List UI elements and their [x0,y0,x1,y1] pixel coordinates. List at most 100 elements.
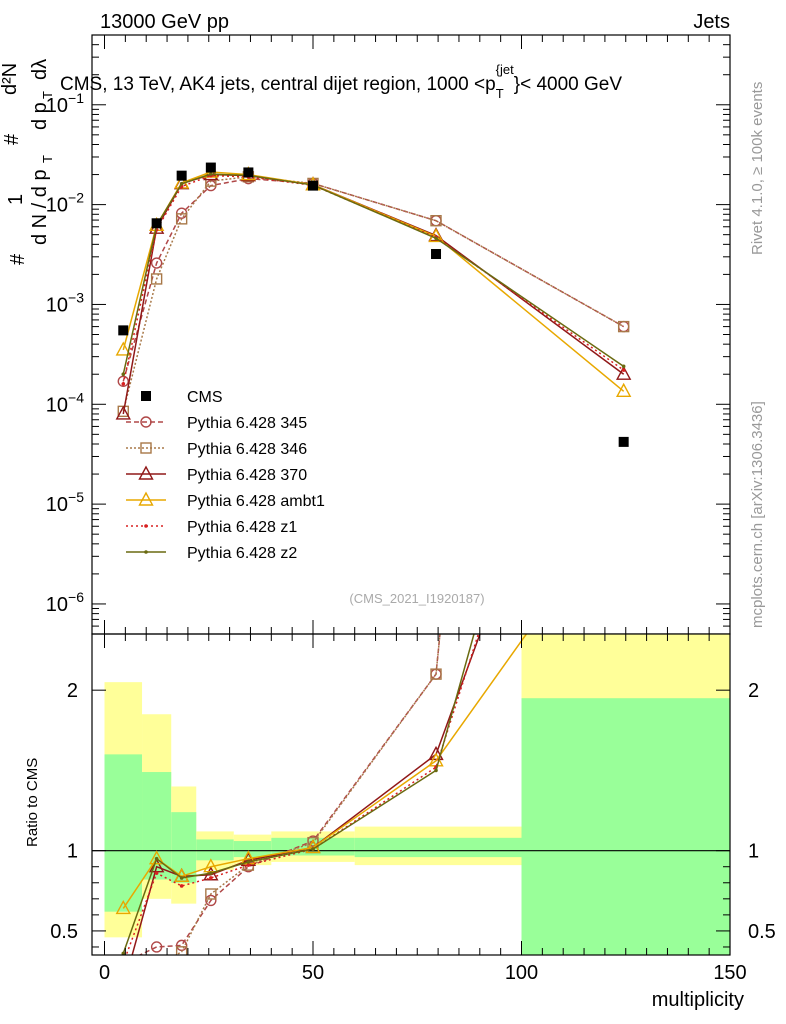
ylabel-hash2: # [1,133,23,145]
mcplots-note: mcplots.cern.ch [arXiv:1306.3436] [749,401,766,628]
legend-marker-1 [140,442,152,454]
legend-marker-2 [138,465,154,480]
main-line-3 [122,171,625,392]
watermark: (CMS_2021_I1920187) [349,591,484,606]
rivet-note: Rivet 4.1.0, ≥ 100k events [749,82,766,255]
main-point-2-7 [615,365,632,380]
main-ytick-exp: −1 [68,90,84,106]
legend-label-2: Pythia 6.428 370 [187,467,307,484]
legend-label-data: CMS [187,389,223,406]
ratio-point-4-1 [154,871,159,875]
ylabel-lam: dλ [29,59,51,80]
ratio-line-5 [122,634,475,954]
header-right: Jets [693,11,730,33]
data-point-2 [176,170,187,181]
main-ytick-base: 10 [46,195,68,217]
main-ytick-exp: −3 [68,289,84,305]
ratio-ylabel: Ratio to CMS [24,758,41,847]
main-ytick-label-5: 10−1 [46,90,84,117]
main-ytick-base: 10 [46,95,68,117]
ratio-ytick-label-right-0: 0.5 [748,921,776,943]
main-ytick-label-1: 10−5 [46,489,84,516]
legend-label-0: Pythia 6.428 345 [187,415,307,432]
legend-marker-data [141,391,151,401]
main-ytick-base: 10 [46,394,68,416]
ratio-line-1 [174,634,441,955]
main-ytick-exp: −5 [68,489,84,505]
legend-marker-3 [138,491,154,506]
data-point-0 [118,325,129,336]
main-series-group [115,162,632,447]
main-point-1-1 [150,273,163,285]
plot-title: CMS, 13 TeV, AK4 jets, central dijet reg… [60,62,622,101]
ratio-point-1-1 [152,961,162,971]
band-green-7 [521,698,730,955]
legend-label-1: Pythia 6.428 346 [187,441,307,458]
main-line-5 [122,173,625,375]
ratio-line-0 [138,634,441,955]
main-point-1-2 [175,213,188,225]
ratio-point-4-3 [209,876,213,880]
plot-title-sub: T [496,86,504,101]
ratio-point-1-3 [205,888,217,900]
main-point-3-0 [115,341,131,356]
main-point-1-6 [430,215,442,227]
main-ytick-base: 10 [46,494,68,516]
main-ytick-label-3: 10−3 [46,289,84,316]
data-point-1 [151,218,162,229]
header-left: 13000 GeV pp [100,11,229,33]
ratio-point-3-1 [148,850,165,865]
main-ytick-label-4: 10−2 [46,190,84,217]
ratio-ytick-label-1: 1 [67,841,78,863]
main-ytick-exp: −2 [68,190,84,206]
ylabel-num2: d p [29,102,51,130]
main-point-5-2 [179,181,184,186]
ylabel-one: 1 [5,194,27,205]
main-ytick-base: 10 [46,294,68,316]
main-ytick-label-0: 10−6 [46,589,84,616]
ratio-point-2-7 [617,234,630,246]
main-ytick-base: 10 [46,594,68,616]
main-ytick-exp: −6 [68,589,84,605]
ratio-line-4 [125,634,480,955]
ratio-ytick-label-2: 2 [67,680,78,702]
ratio-ytick-label-right-2: 2 [748,680,759,702]
legend-label-3: Pythia 6.428 ambt1 [187,493,325,510]
band-green-4 [233,841,272,858]
ratio-series-group [115,234,630,992]
legend-label-4: Pythia 6.428 z1 [187,519,297,536]
ratio-point-2-0 [117,980,130,992]
plot-title-tail: }< 4000 GeV [514,74,623,95]
data-point-3 [205,162,216,173]
ratio-point-0-1 [150,941,163,953]
ratio-point-5-4 [246,860,251,864]
main-point-5-0 [121,372,126,377]
main-point-2-0 [115,405,131,420]
plot-title-main: CMS, 13 TeV, AK4 jets, central dijet reg… [60,74,496,95]
main-point-1-7 [617,320,630,333]
main-point-5-7 [621,364,626,369]
band-green-2 [171,812,197,883]
ratio-point-5-3 [209,871,213,875]
x-axis-label: multiplicity [652,989,744,1011]
main-ytick-exp: −4 [68,389,84,405]
ratio-point-5-1 [154,856,159,861]
main-point-5-3 [209,172,213,176]
ratio-bands [104,634,730,955]
ylabel-t1: T [40,155,55,163]
ylabel-num: d²N [0,63,21,95]
x-tick-label-3: 150 [713,962,746,984]
band-green-6 [354,837,522,858]
main-point-4-0 [121,382,126,386]
ratio-point-2-6 [428,745,444,761]
x-tick-label-2: 100 [505,962,538,984]
x-tick-label-1: 50 [302,962,324,984]
ratio-point-4-2 [179,884,184,888]
ratio-point-5-2 [179,876,184,880]
ratio-frame [91,633,731,956]
ratio-point-1-6 [430,668,442,680]
ratio-point-5-5 [311,847,315,851]
ratio-point-4-4 [246,863,251,867]
ratio-point-0-0 [118,958,128,968]
